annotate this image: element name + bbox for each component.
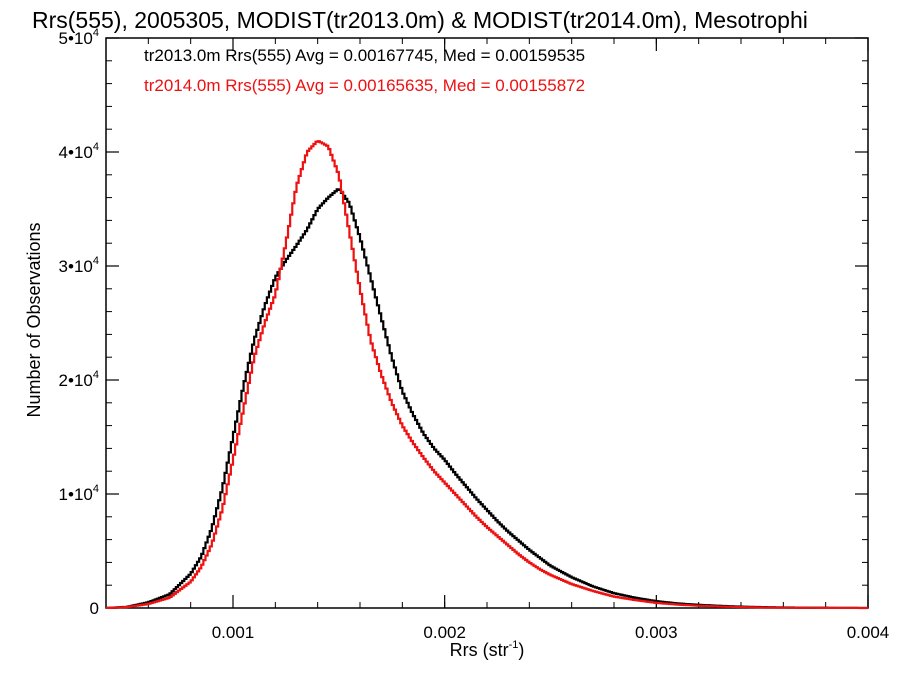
legend-annotation: tr2014.0m Rrs(555) Avg = 0.00165635, Med… (144, 76, 585, 95)
plot-area: 0.001 0.002 0.003 0.004 01•1042•1043•1044•1… (59, 27, 890, 642)
y-axis-label: Number of Observations (24, 222, 44, 417)
legend-annotation: tr2013.0m Rrs(555) Avg = 0.00167745, Med… (144, 46, 585, 65)
y-tick-label-base: 3•10 (59, 257, 93, 276)
series-line-1 (106, 188, 868, 610)
chart-title: Rrs(555), 2005305, MODIST(tr2013.0m) & M… (32, 7, 808, 33)
y-tick-label-exponent: 4 (93, 141, 99, 153)
series-lines (106, 140, 868, 610)
x-tick-label: 0.001 (212, 623, 255, 642)
x-axis-label: Rrs (str-1) (450, 639, 525, 660)
x-tick-label: 0.004 (847, 623, 890, 642)
y-tick-label-base: 0 (90, 599, 99, 618)
plot-frame (105, 37, 869, 609)
x-tick-label: 0.003 (635, 623, 678, 642)
y-tick-label-base: 1•10 (59, 485, 93, 504)
y-tick-label: 5•104 (59, 27, 99, 48)
y-tick-label-base: 4•10 (59, 143, 93, 162)
y-tick-label-exponent: 4 (93, 369, 99, 381)
y-tick-label: 2•104 (59, 369, 99, 390)
y-tick-label: 4•104 (59, 141, 99, 162)
y-tick-label-base: 2•10 (59, 371, 93, 390)
y-tick-label-exponent: 4 (93, 483, 99, 495)
y-tick-label-exponent: 4 (93, 27, 99, 39)
y-tick-label-exponent: 4 (93, 255, 99, 267)
series-line-2 (106, 140, 868, 610)
x-axis-label-main: Rrs (str (450, 640, 509, 660)
y-tick-label-base: 5•10 (59, 29, 93, 48)
x-axis-label-superscript: -1 (509, 639, 519, 651)
x-tick-label: 0.002 (423, 623, 466, 642)
x-axis-label-close: ) (518, 640, 524, 660)
y-tick-label: 1•104 (59, 483, 99, 504)
x-axis-ticks: 0.001 0.002 0.003 0.004 (105, 38, 890, 642)
y-tick-label: 0 (90, 599, 99, 618)
y-tick-label: 3•104 (59, 255, 99, 276)
annotations: tr2013.0m Rrs(555) Avg = 0.00167745, Med… (144, 46, 585, 95)
